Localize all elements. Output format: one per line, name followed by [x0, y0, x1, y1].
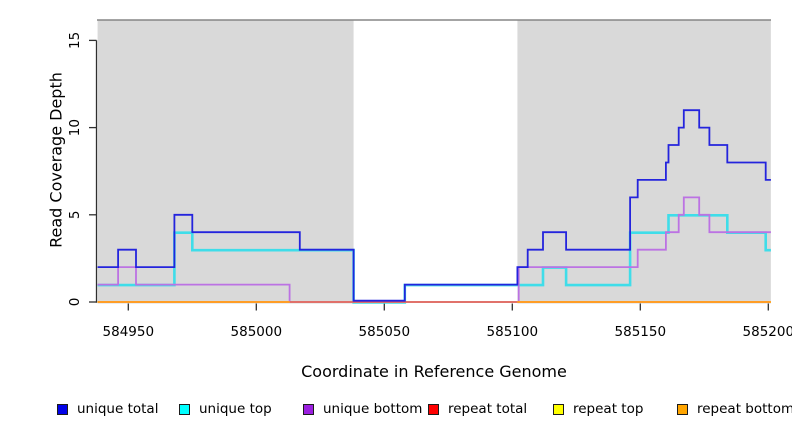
- legend-item-unique-bottom: unique bottom: [303, 401, 422, 417]
- legend-swatch-icon: [428, 403, 439, 415]
- legend-label: unique total: [77, 401, 159, 417]
- plot-panel-shade-0: [97, 20, 354, 304]
- legend-swatch-icon: [57, 403, 68, 415]
- y-tick-label-5: 5: [67, 211, 83, 220]
- legend-item-unique-total: unique total: [57, 401, 158, 417]
- y-tick-label-0: 0: [67, 298, 83, 307]
- legend-label: unique top: [199, 401, 272, 417]
- legend-swatch-icon: [553, 403, 564, 415]
- legend-swatch-icon: [179, 403, 190, 415]
- legend-item-repeat-total: repeat total: [428, 401, 527, 417]
- legend-item-repeat-top: repeat top: [553, 401, 643, 417]
- x-tick-label-585000: 585000: [231, 324, 283, 340]
- x-tick-label-585150: 585150: [615, 324, 667, 340]
- series-line-unique-bottom: [97, 196, 771, 303]
- x-tick-label-585100: 585100: [487, 324, 539, 340]
- x-tick-label-585050: 585050: [359, 324, 411, 340]
- legend-swatch-icon: [677, 403, 688, 415]
- legend-label: repeat bottom: [697, 401, 792, 417]
- legend-label: unique bottom: [323, 401, 423, 417]
- legend-swatch-icon: [303, 403, 314, 415]
- legend-item-repeat-bottom: repeat bottom: [677, 401, 792, 417]
- legend-label: repeat top: [573, 401, 644, 417]
- x-tick-label-584950: 584950: [103, 324, 155, 340]
- series-line-unique-total: [97, 109, 771, 302]
- x-axis-title: Coordinate in Reference Genome: [301, 362, 567, 381]
- y-axis-title: Read Coverage Depth: [46, 72, 66, 248]
- y-tick-label-10: 10: [67, 119, 83, 136]
- legend-item-unique-top: unique top: [179, 401, 272, 417]
- y-tick-label-15: 15: [67, 32, 83, 49]
- legend-label: repeat total: [448, 401, 528, 417]
- x-tick-label-585200: 585200: [743, 324, 792, 340]
